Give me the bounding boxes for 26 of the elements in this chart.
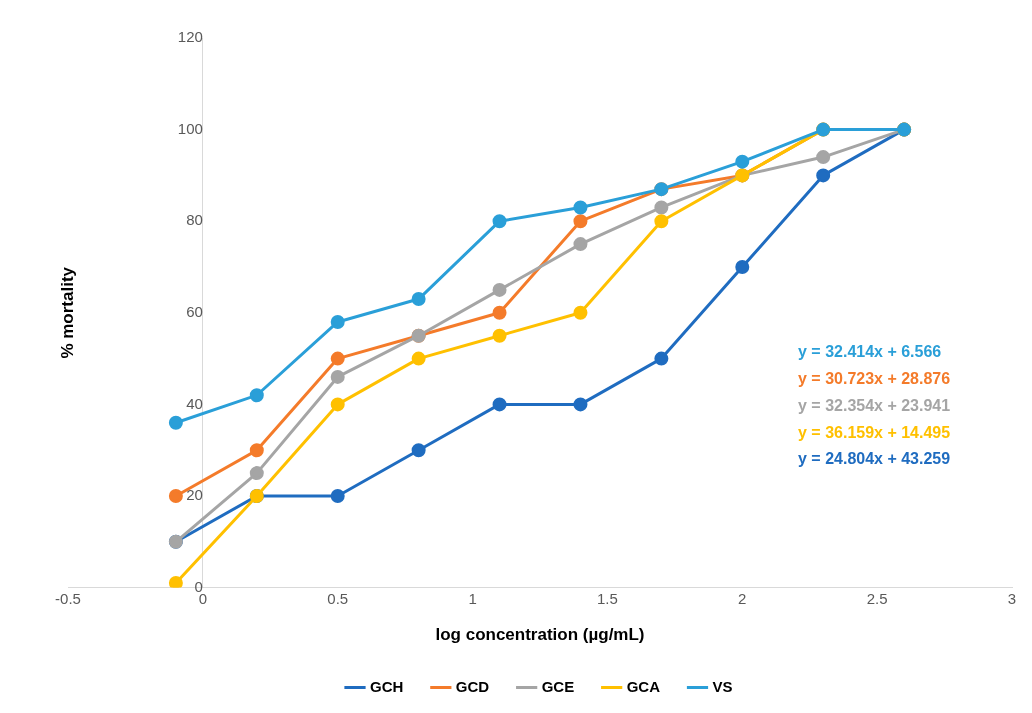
y-tick-label: 40 (186, 394, 203, 412)
annotation: y = 24.804x + 43.259 (798, 450, 951, 468)
y-tick-label: 120 (177, 28, 203, 46)
y-tick-label: 20 (186, 486, 203, 504)
y-tick-label: 80 (186, 211, 203, 229)
legend-label: GCE (541, 677, 575, 695)
y-tick-label: 60 (186, 302, 203, 320)
legend-label: GCA (626, 677, 661, 695)
legend-label: GCD (455, 677, 490, 695)
y-tick-label: 0 (194, 577, 203, 595)
y-tick-label: 100 (177, 119, 203, 137)
y-axis-title: % mortality (57, 266, 77, 359)
x-tick-label: 2 (738, 589, 747, 607)
x-tick-label: 3 (1007, 589, 1017, 607)
annotation: y = 32.354x + 23.941 (798, 396, 951, 414)
x-tick-label: -0.5 (55, 589, 81, 607)
x-axis-title: log concentration (µg/mL) (435, 625, 645, 645)
x-tick-label: 2.5 (866, 589, 888, 607)
x-tick-label: 0.5 (327, 589, 349, 607)
annotation: y = 30.723x + 28.876 (798, 370, 951, 388)
x-tick-label: 1 (468, 589, 477, 607)
legend-label: GCH (369, 677, 404, 695)
legend-label: VS (712, 677, 733, 695)
annotation: y = 36.159x + 14.495 (798, 423, 951, 441)
x-tick-label: 1.5 (597, 589, 618, 607)
annotation: y = 32.414x + 6.566 (798, 343, 942, 361)
